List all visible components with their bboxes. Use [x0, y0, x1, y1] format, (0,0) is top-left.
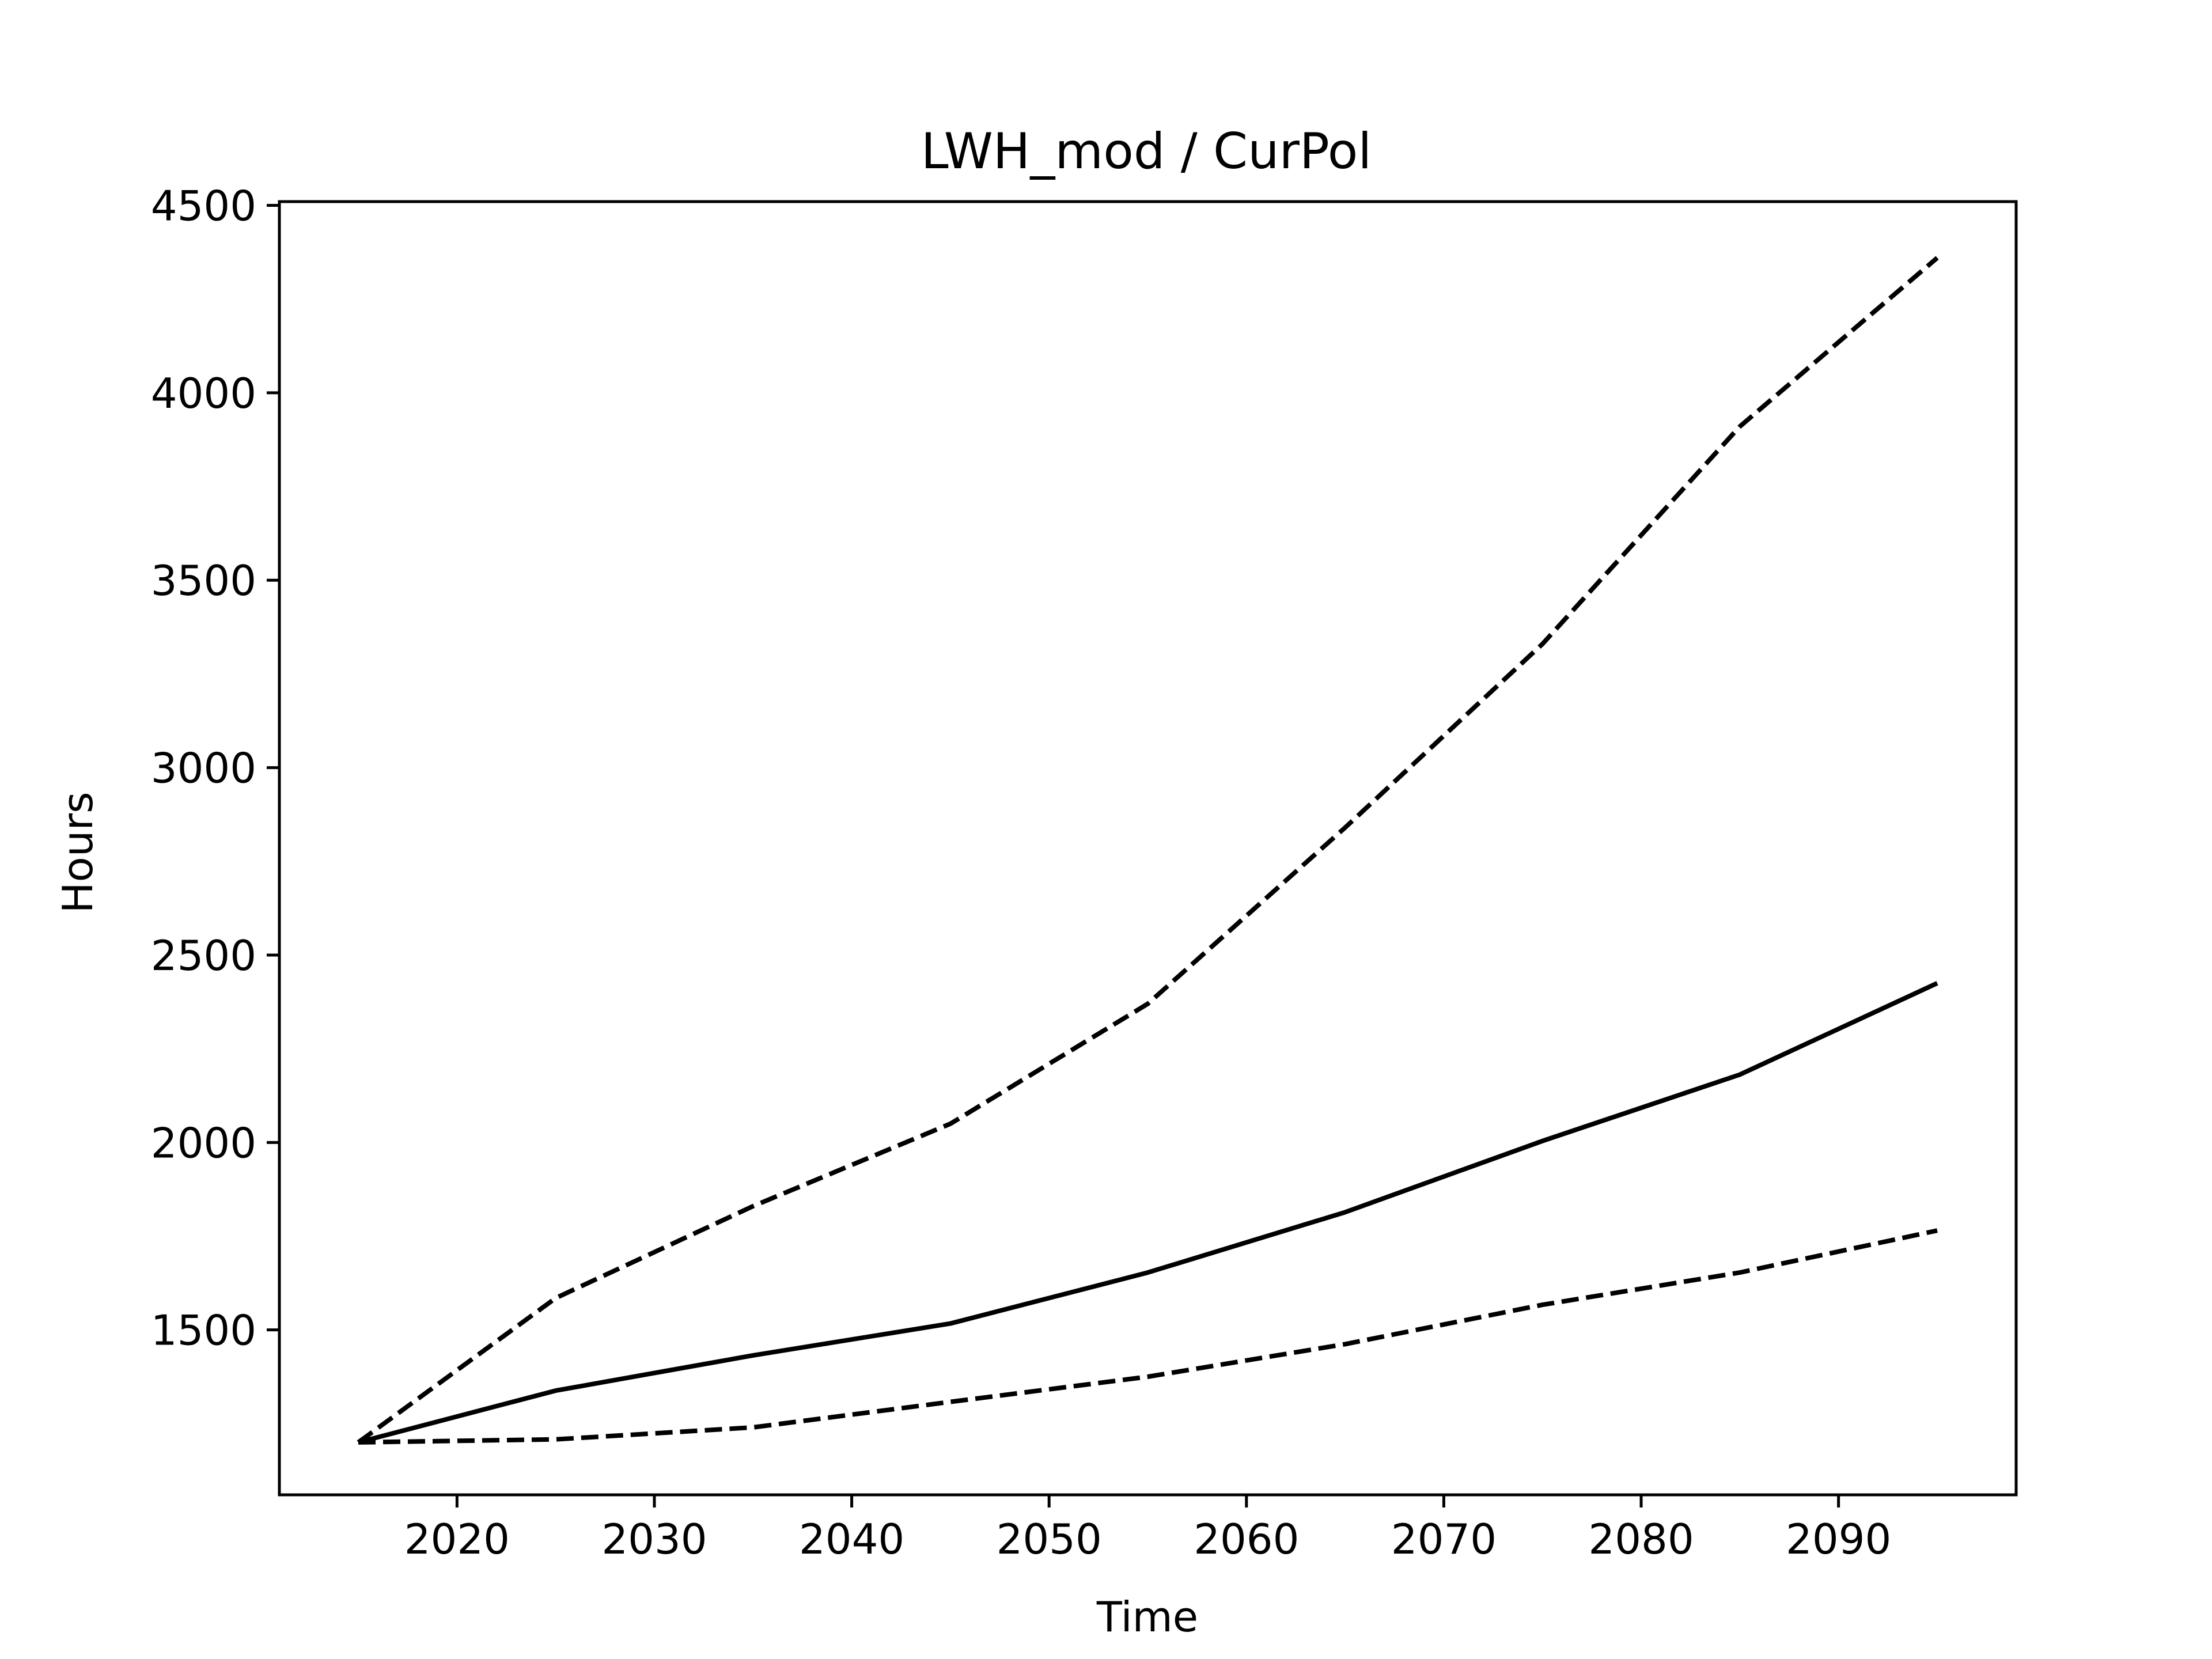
x-tick-label: 2020 — [404, 1515, 510, 1563]
x-axis-label: Time — [1096, 1593, 1198, 1641]
x-tick-label: 2050 — [997, 1515, 1102, 1563]
chart-title: LWH_mod / CurPol — [921, 123, 1372, 180]
y-tick-label: 3000 — [151, 744, 256, 793]
x-tick-label: 2090 — [1786, 1515, 1891, 1563]
y-tick-label: 1500 — [151, 1306, 256, 1355]
y-tick-label: 4500 — [151, 182, 256, 230]
y-tick-label: 2000 — [151, 1119, 256, 1167]
x-tick-label: 2060 — [1194, 1515, 1299, 1563]
x-tick-label: 2030 — [601, 1515, 707, 1563]
y-tick-label: 3500 — [151, 556, 256, 605]
y-tick-label: 4000 — [151, 369, 256, 418]
x-axis: 2020 2030 2040 2050 2060 2070 2080 2090 — [404, 1495, 1891, 1563]
series-line-1 — [357, 256, 1939, 1445]
plot-frame — [278, 200, 2018, 1497]
plot-area — [357, 256, 1939, 1445]
series-line-2 — [357, 981, 1938, 1445]
y-axis: 1500 2000 2500 3000 3500 4000 4500 — [151, 182, 279, 1355]
x-tick-label: 2080 — [1588, 1515, 1694, 1563]
y-tick-label: 2500 — [151, 931, 256, 980]
y-axis-label: Hours — [54, 792, 102, 914]
series-line-3 — [358, 1228, 1938, 1445]
x-tick-label: 2070 — [1391, 1515, 1497, 1563]
x-tick-label: 2040 — [799, 1515, 904, 1563]
